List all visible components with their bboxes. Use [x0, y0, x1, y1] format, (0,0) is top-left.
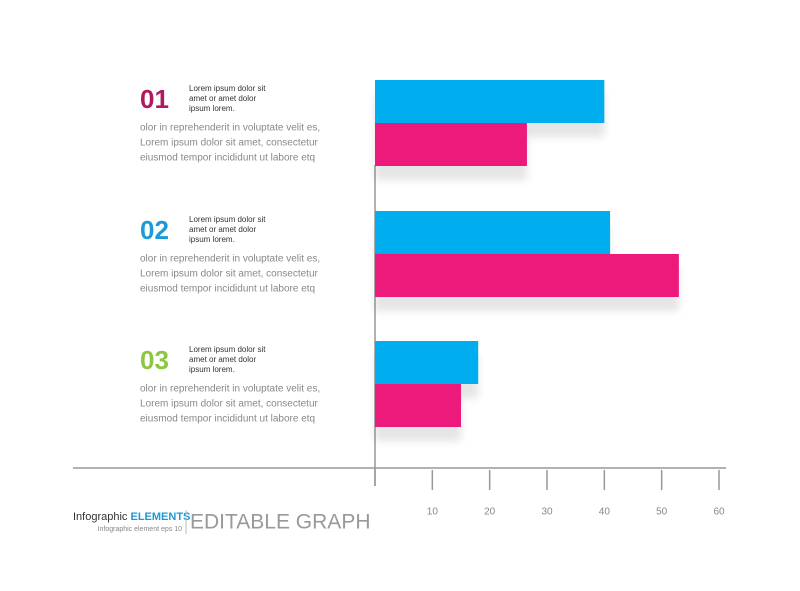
item-note: amet or amet dolor	[189, 94, 256, 103]
item-note: ipsum lorem.	[189, 104, 235, 113]
item-note: Lorem ipsum dolor sit	[189, 345, 266, 354]
item-number: 03	[140, 345, 169, 375]
x-tick-label: 30	[541, 507, 553, 518]
bar	[375, 254, 679, 297]
x-tick-label: 10	[427, 507, 439, 518]
footer-title: EDITABLE GRAPH	[190, 511, 371, 534]
bar	[375, 123, 527, 166]
brand-text: Infographic	[73, 511, 128, 523]
item-note: amet or amet dolor	[189, 355, 256, 364]
item-body: eiusmod tempor incididunt ut labore etq	[140, 284, 315, 295]
x-tick-label: 60	[713, 507, 725, 518]
caption: Infographic element eps 10	[98, 526, 183, 533]
item-body: olor in reprehenderit in voluptate velit…	[140, 254, 320, 265]
bar	[375, 384, 461, 427]
item-note: ipsum lorem.	[189, 235, 235, 244]
item-body: olor in reprehenderit in voluptate velit…	[140, 384, 320, 395]
item-note: amet or amet dolor	[189, 225, 256, 234]
item-note: ipsum lorem.	[189, 365, 235, 374]
item-body: eiusmod tempor incididunt ut labore etq	[140, 414, 315, 425]
item-body: eiusmod tempor incididunt ut labore etq	[140, 153, 315, 164]
x-tick-label: 20	[484, 507, 496, 518]
item-body: Lorem ipsum dolor sit amet, consectetur	[140, 138, 319, 149]
bar	[375, 211, 611, 254]
x-tick-label: 40	[599, 507, 611, 518]
bar	[375, 80, 605, 123]
brand-highlight: ELEMENTS	[131, 511, 191, 523]
x-tick-label: 50	[656, 507, 668, 518]
item-note: Lorem ipsum dolor sit	[189, 215, 266, 224]
item-note: Lorem ipsum dolor sit	[189, 84, 266, 93]
item-number: 02	[140, 215, 169, 245]
item-body: Lorem ipsum dolor sit amet, consectetur	[140, 269, 319, 280]
brand: Infographic ELEMENTS	[73, 511, 190, 523]
bar	[375, 341, 479, 384]
item-body: olor in reprehenderit in voluptate velit…	[140, 123, 320, 134]
item-body: Lorem ipsum dolor sit amet, consectetur	[140, 399, 319, 410]
item-number: 01	[140, 84, 169, 114]
